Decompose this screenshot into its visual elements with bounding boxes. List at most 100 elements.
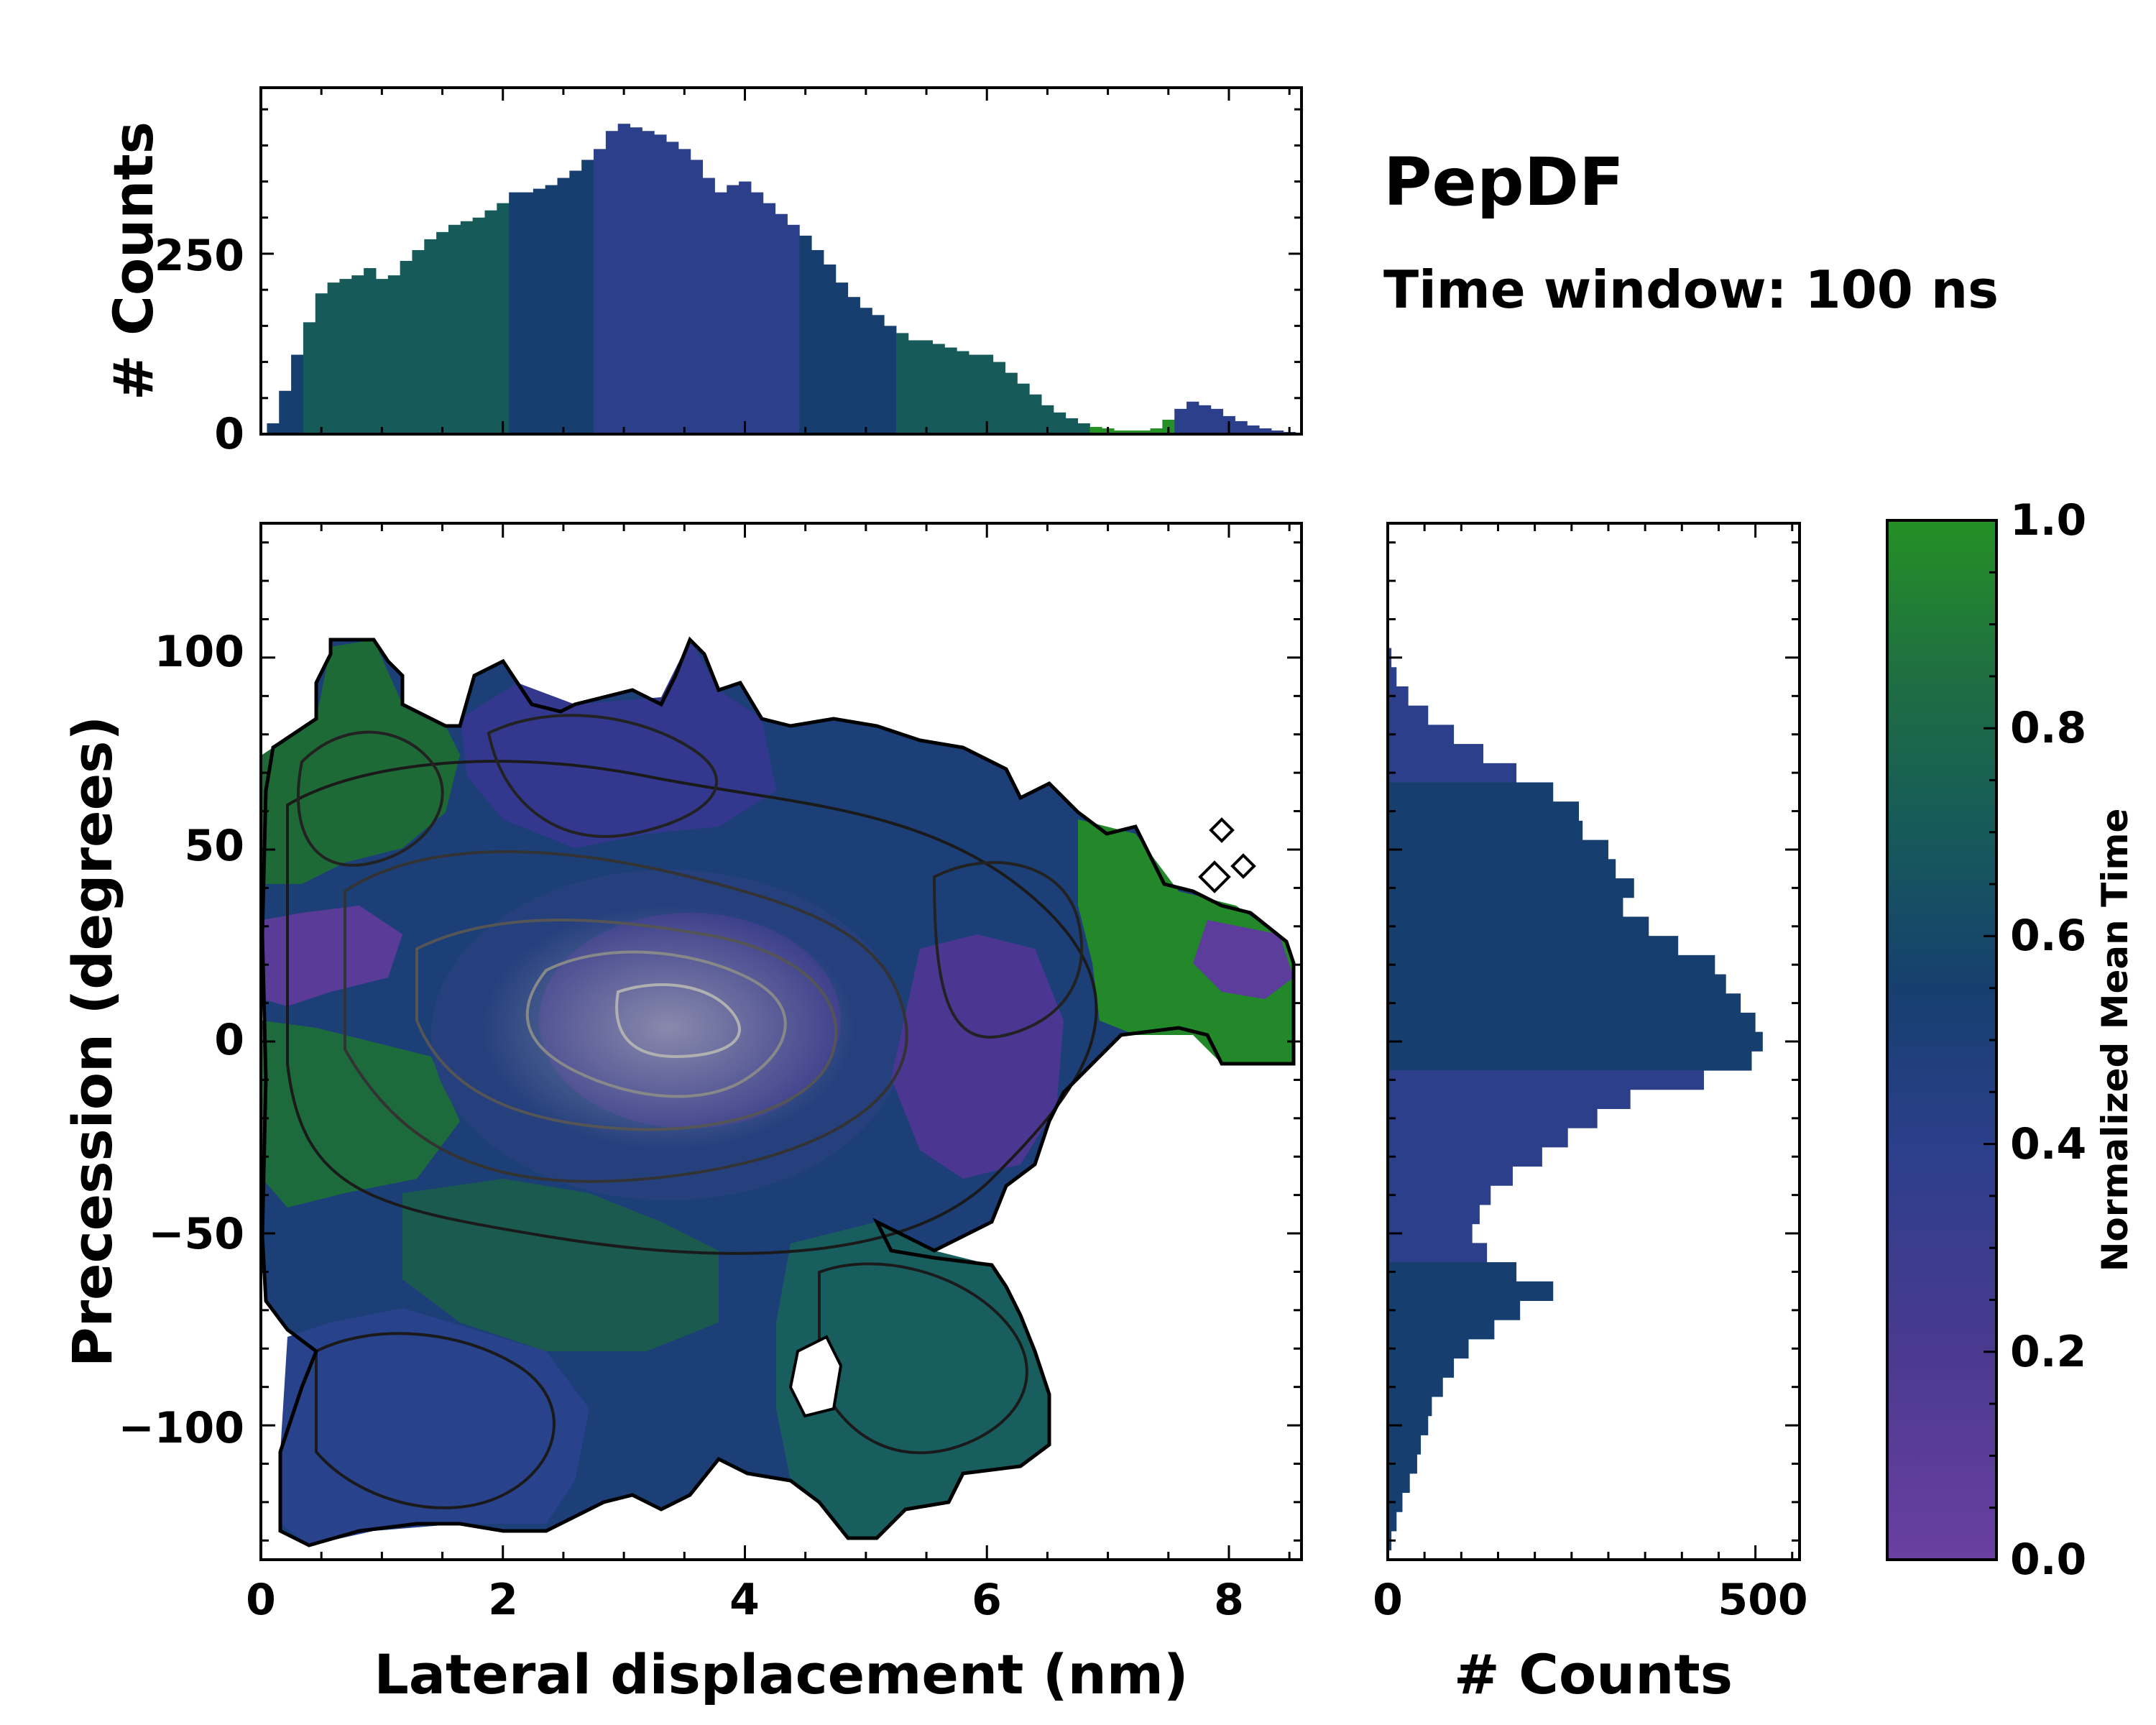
right-histogram-bar	[1388, 1146, 1542, 1167]
region-far-right-green	[1078, 819, 1294, 1064]
main-ytick-label-minus-50: −50	[148, 1209, 244, 1259]
contour-mid-1	[344, 850, 908, 1183]
right-histogram-bar	[1388, 1166, 1513, 1186]
right-histogram-bar	[1388, 1300, 1521, 1320]
region-upper-middle-purple	[460, 640, 776, 848]
top-histogram-bar	[1041, 405, 1054, 434]
main-ytick-label-0: 0	[214, 1015, 244, 1065]
top-histogram-bar	[932, 344, 945, 434]
top-histogram-bar	[702, 178, 715, 435]
top-histogram-bar	[763, 203, 776, 434]
top-histogram-bar	[872, 315, 885, 434]
top-histogram-bar	[617, 124, 631, 435]
right-histogram-bar	[1388, 724, 1455, 745]
right-histogram-bar	[1388, 1070, 1704, 1090]
top-histogram-bar	[460, 221, 474, 434]
top-histogram-bar	[375, 279, 389, 434]
top-histogram-bar	[775, 213, 788, 434]
right-histogram-bar	[1388, 1435, 1422, 1455]
top-histogram-bar	[303, 322, 316, 434]
main-xtick-label-2: 2	[488, 1575, 518, 1625]
top-histogram-bar	[1029, 394, 1042, 434]
top-histogram-bar	[1138, 430, 1151, 434]
right-xtick-label-500: 500	[1718, 1575, 1807, 1625]
main-ytick-label-50: 50	[185, 821, 245, 871]
top-histogram-bar	[448, 224, 461, 434]
top-histogram-bar	[908, 340, 921, 434]
contour-lower-left	[315, 1332, 556, 1509]
main-xtick-label-4: 4	[729, 1575, 760, 1625]
colorbar-label: Normalized Mean Time	[2094, 809, 2136, 1272]
contour-inner-2	[615, 983, 741, 1059]
top-histogram-bar	[364, 268, 377, 434]
top-histogram-bar	[799, 235, 812, 434]
right-histogram-bar	[1388, 1243, 1488, 1263]
right-histogram-bar	[1388, 1051, 1752, 1071]
top-histogram-bar	[351, 275, 364, 434]
region-lower-middle-green	[402, 1179, 719, 1351]
chart-subtitle: Time window: 100 ns	[1383, 259, 1999, 320]
right-histogram-bar	[1388, 859, 1616, 879]
top-histogram-bar	[605, 131, 619, 434]
outlier-marker	[1230, 853, 1256, 879]
right-histogram-bar	[1388, 1281, 1554, 1301]
top-histogram-bar	[1271, 430, 1284, 434]
colorbar-tick-0-8: 0.8	[2010, 703, 2086, 753]
right-histogram-bar	[1388, 974, 1726, 994]
top-histogram-bar	[400, 261, 413, 434]
top-histogram-bar	[581, 160, 594, 434]
chart-title: PepDF	[1383, 144, 1624, 221]
top-histogram-bar	[594, 149, 607, 434]
top-histogram-bar	[1150, 428, 1163, 434]
right-histogram-bar	[1388, 1512, 1397, 1532]
right-histogram-bar	[1388, 1320, 1495, 1340]
top-histogram-bar	[1017, 383, 1030, 434]
main-xtick-label-0: 0	[246, 1575, 276, 1625]
top-histogram-bar	[1174, 408, 1187, 434]
top-histogram-bar	[1114, 430, 1127, 434]
right-histogram-bar	[1388, 1338, 1469, 1359]
contour-mid-2	[415, 919, 838, 1131]
top-histogram-bar	[569, 170, 582, 434]
outlier-marker	[1198, 860, 1231, 893]
top-histogram-bar	[1065, 418, 1079, 434]
heatmap-boundary	[261, 636, 1296, 1547]
contour-upper-left	[296, 730, 444, 867]
top-histogram-bar	[279, 390, 292, 434]
main-ticks	[259, 523, 1302, 1560]
right-histogram-bar	[1388, 954, 1715, 975]
top-histogram-frame	[259, 86, 1303, 436]
right-histogram-bar	[1388, 878, 1634, 898]
top-histogram-bar	[811, 249, 824, 434]
top-histogram-bar	[957, 351, 969, 434]
contour-upper-mid	[487, 714, 718, 838]
top-histogram-bar	[521, 192, 534, 434]
top-histogram-bar	[980, 354, 994, 434]
right-histogram-bar	[1388, 1473, 1410, 1494]
colorbar-tick-0-6: 0.6	[2010, 911, 2086, 961]
top-histogram-bar	[1089, 426, 1102, 434]
right-histogram-bar	[1388, 782, 1554, 802]
top-ytick-label-250: 250	[155, 231, 244, 281]
colorbar-tick-1-0: 1.0	[2010, 495, 2086, 546]
right-histogram-ticks	[1386, 523, 1800, 1560]
right-histogram-bar	[1388, 1185, 1491, 1205]
right-histogram-bar	[1388, 1397, 1432, 1417]
region-left-purple	[262, 906, 402, 1006]
top-histogram-bar	[895, 333, 909, 434]
contour-lower-right	[818, 1262, 1028, 1455]
main-xtick-label-6: 6	[972, 1575, 1002, 1625]
top-histogram-bar	[387, 275, 401, 434]
top-histogram-bar	[436, 231, 449, 434]
top-histogram-bar	[714, 192, 727, 434]
top-histogram-bar	[1247, 425, 1260, 434]
right-histogram-bar	[1388, 1262, 1517, 1282]
heatmap-gap	[788, 1335, 843, 1418]
density-core-glow	[482, 906, 855, 1150]
top-histogram-bar	[497, 203, 510, 434]
right-histogram-bar	[1388, 1128, 1568, 1148]
top-histogram-bar	[1210, 408, 1224, 434]
colorbar-gradient	[1886, 519, 1998, 1561]
top-histogram-bar	[920, 340, 933, 434]
colorbar-tick-0: 0.0	[2010, 1535, 2086, 1585]
